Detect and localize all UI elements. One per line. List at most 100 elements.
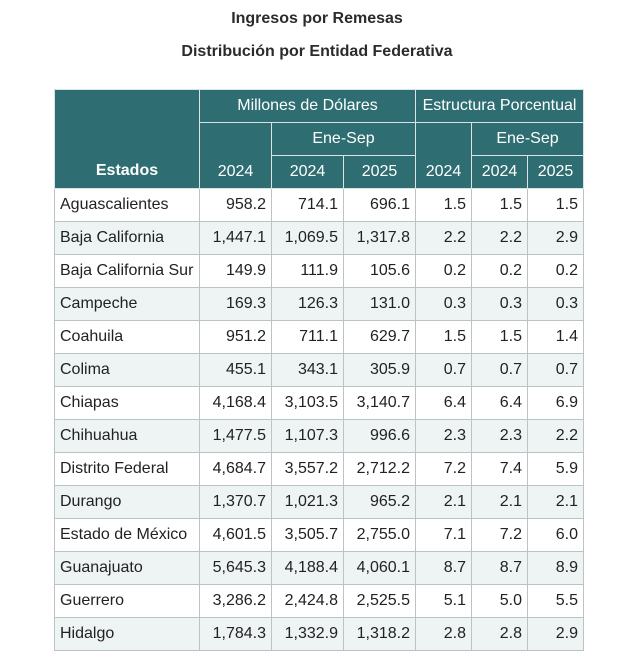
cell-value: 1,784.3	[199, 617, 272, 651]
table-row: Chiapas 4,168.4 3,103.5 3,140.7 6.4 6.4 6.9	[54, 386, 584, 420]
cell-value: 2.2	[471, 221, 528, 255]
cell-value: 111.9	[271, 254, 344, 288]
cell-estado: Coahuila	[54, 320, 200, 354]
cell-value: 1.5	[527, 188, 584, 222]
cell-value: 0.3	[471, 287, 528, 321]
table-row: Chihuahua 1,477.5 1,107.3 996.6 2.3 2.3 2.2	[54, 419, 584, 453]
cell-estado: Durango	[54, 485, 200, 519]
cell-value: 1,477.5	[199, 419, 272, 453]
header-col-1: 2024	[199, 122, 272, 189]
cell-value: 4,188.4	[271, 551, 344, 585]
cell-value: 2.2	[415, 221, 472, 255]
cell-value: 996.6	[343, 419, 416, 453]
cell-value: 7.4	[471, 452, 528, 486]
cell-value: 2.3	[415, 419, 472, 453]
remesas-table: Estados Millones de Dólares Estructura P…	[54, 89, 584, 651]
cell-value: 0.7	[415, 353, 472, 387]
cell-value: 2.1	[471, 485, 528, 519]
cell-value: 711.1	[271, 320, 344, 354]
cell-value: 1.5	[415, 188, 472, 222]
cell-value: 2.8	[471, 617, 528, 651]
cell-value: 1.5	[471, 320, 528, 354]
cell-value: 1,107.3	[271, 419, 344, 453]
cell-value: 2,424.8	[271, 584, 344, 618]
cell-value: 2.3	[471, 419, 528, 453]
cell-value: 305.9	[343, 353, 416, 387]
page-title: Ingresos por Remesas	[231, 10, 403, 27]
header-col-3: 2025	[343, 155, 416, 189]
cell-value: 3,286.2	[199, 584, 272, 618]
cell-value: 7.1	[415, 518, 472, 552]
cell-value: 2.1	[527, 485, 584, 519]
cell-value: 6.0	[527, 518, 584, 552]
cell-value: 2.2	[527, 419, 584, 453]
table-row: Baja California Sur 149.9 111.9 105.6 0.2 0.2…	[54, 254, 584, 288]
cell-value: 958.2	[199, 188, 272, 222]
cell-value: 169.3	[199, 287, 272, 321]
cell-value: 0.7	[471, 353, 528, 387]
cell-value: 0.2	[471, 254, 528, 288]
cell-value: 149.9	[199, 254, 272, 288]
cell-value: 1,318.2	[343, 617, 416, 651]
cell-value: 696.1	[343, 188, 416, 222]
cell-value: 4,601.5	[199, 518, 272, 552]
cell-estado: Guanajuato	[54, 551, 200, 585]
table-row: Aguascalientes 958.2 714.1 696.1 1.5 1.5 1.5	[54, 188, 584, 222]
cell-value: 3,103.5	[271, 386, 344, 420]
cell-value: 3,557.2	[271, 452, 344, 486]
header-estructura: Estructura Porcentual	[415, 89, 584, 123]
cell-value: 6.4	[415, 386, 472, 420]
cell-value: 131.0	[343, 287, 416, 321]
cell-value: 0.2	[415, 254, 472, 288]
cell-estado: Campeche	[54, 287, 200, 321]
cell-value: 5.9	[527, 452, 584, 486]
cell-value: 343.1	[271, 353, 344, 387]
header-col-2: 2024	[271, 155, 344, 189]
table-row: Hidalgo 1,784.3 1,332.9 1,318.2 2.8 2.8 2.9	[54, 617, 584, 651]
cell-value: 2.9	[527, 617, 584, 651]
page-subtitle: Distribución por Entidad Federativa	[181, 43, 453, 60]
cell-value: 8.7	[471, 551, 528, 585]
header-estados: Estados	[54, 89, 200, 189]
table-row: Colima 455.1 343.1 305.9 0.7 0.7 0.7	[54, 353, 584, 387]
header-col-6: 2025	[527, 155, 584, 189]
table-row: Durango 1,370.7 1,021.3 965.2 2.1 2.1 2.1	[54, 485, 584, 519]
cell-value: 1,370.7	[199, 485, 272, 519]
cell-value: 0.3	[415, 287, 472, 321]
cell-estado: Baja California Sur	[54, 254, 200, 288]
header-col-5: 2024	[471, 155, 528, 189]
cell-value: 2.8	[415, 617, 472, 651]
cell-value: 2,712.2	[343, 452, 416, 486]
cell-value: 714.1	[271, 188, 344, 222]
header-period-a: Ene-Sep	[271, 122, 416, 156]
cell-value: 5.1	[415, 584, 472, 618]
cell-estado: Chiapas	[54, 386, 200, 420]
cell-value: 4,060.1	[343, 551, 416, 585]
table-row: Guerrero 3,286.2 2,424.8 2,525.5 5.1 5.0 5.5	[54, 584, 584, 618]
cell-estado: Aguascalientes	[54, 188, 200, 222]
cell-value: 0.7	[527, 353, 584, 387]
cell-value: 5,645.3	[199, 551, 272, 585]
cell-value: 1,021.3	[271, 485, 344, 519]
cell-value: 0.2	[527, 254, 584, 288]
cell-value: 5.5	[527, 584, 584, 618]
cell-value: 4,684.7	[199, 452, 272, 486]
table-row: Distrito Federal 4,684.7 3,557.2 2,712.2 7.2…	[54, 452, 584, 486]
header-col-4: 2024	[415, 122, 472, 189]
table-row: Coahuila 951.2 711.1 629.7 1.5 1.5 1.4	[54, 320, 584, 354]
table-row: Campeche 169.3 126.3 131.0 0.3 0.3 0.3	[54, 287, 584, 321]
cell-value: 965.2	[343, 485, 416, 519]
cell-value: 2,755.0	[343, 518, 416, 552]
cell-value: 7.2	[471, 518, 528, 552]
cell-value: 126.3	[271, 287, 344, 321]
cell-value: 3,140.7	[343, 386, 416, 420]
cell-value: 1,317.8	[343, 221, 416, 255]
cell-estado: Baja California	[54, 221, 200, 255]
cell-value: 8.9	[527, 551, 584, 585]
cell-estado: Guerrero	[54, 584, 200, 618]
cell-value: 1.5	[471, 188, 528, 222]
cell-value: 1.4	[527, 320, 584, 354]
cell-value: 951.2	[199, 320, 272, 354]
cell-value: 1.5	[415, 320, 472, 354]
cell-value: 0.3	[527, 287, 584, 321]
